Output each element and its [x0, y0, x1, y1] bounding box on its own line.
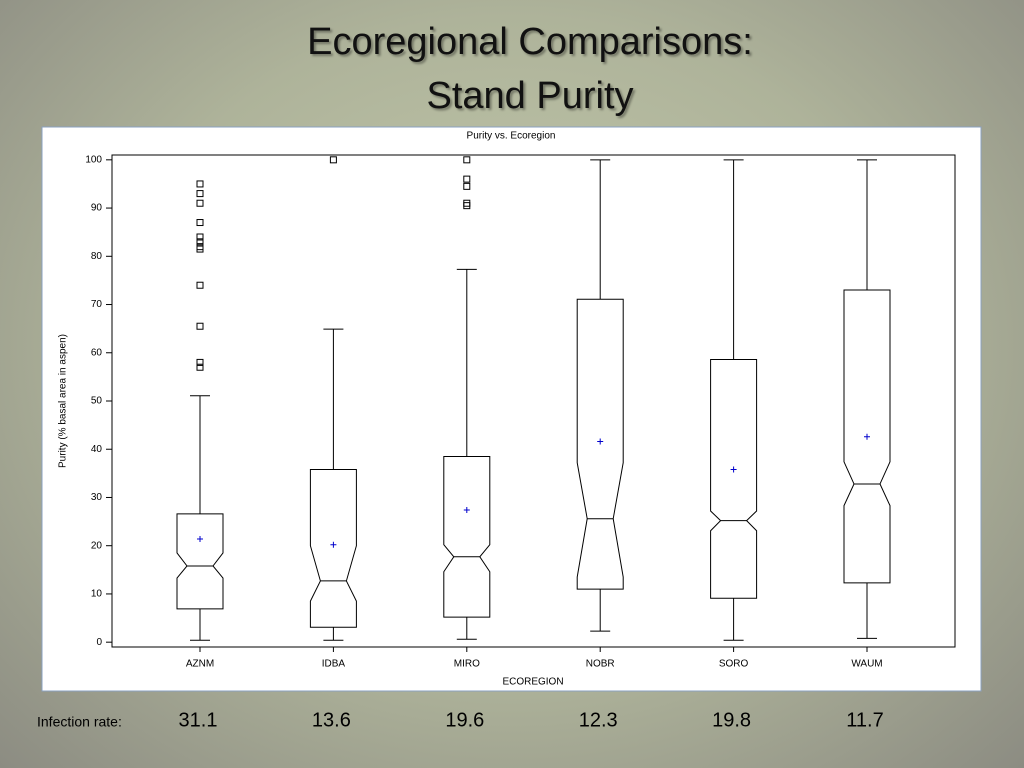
- y-tick-label: 0: [96, 637, 102, 648]
- outlier: [463, 202, 471, 210]
- y-tick-label: 20: [91, 540, 103, 551]
- outlier: [196, 358, 204, 366]
- outlier: [196, 238, 204, 246]
- outlier: [196, 363, 204, 371]
- x-tick-label: AZNM: [186, 659, 214, 670]
- x-axis-label: ECOREGION: [502, 677, 563, 688]
- outlier: [196, 199, 204, 207]
- outlier: [196, 190, 204, 198]
- x-tick-label: IDBA: [322, 659, 346, 670]
- slide-title: Ecoregional Comparisons:: [307, 21, 753, 63]
- box: [843, 289, 891, 584]
- outlier: [196, 281, 204, 289]
- infection-label: Infection rate:: [37, 714, 122, 730]
- box: [309, 468, 357, 628]
- outlier: [329, 156, 337, 164]
- y-tick-label: 10: [91, 589, 103, 600]
- outlier: [463, 156, 471, 164]
- box: [176, 513, 224, 610]
- mean: [463, 507, 470, 514]
- slide-title: Stand Purity: [427, 75, 634, 117]
- outlier: [196, 219, 204, 227]
- y-tick-label: 90: [91, 203, 103, 214]
- x-tick-label: SORO: [719, 659, 749, 670]
- infection-rate: 13.6: [312, 709, 351, 731]
- infection-rate: 31.1: [179, 709, 218, 731]
- chart-frame: [41, 126, 982, 692]
- box: [576, 298, 624, 590]
- outlier: [463, 175, 471, 183]
- mean: [597, 438, 604, 445]
- y-axis-label: Purity (% basal area in aspen): [58, 334, 69, 468]
- infection-rate: 19.8: [712, 709, 751, 731]
- mean: [330, 541, 337, 548]
- outlier: [196, 233, 204, 241]
- x-tick-label: WAUM: [851, 659, 882, 670]
- mean: [730, 466, 737, 473]
- box: [710, 359, 758, 599]
- infection-rate: 11.7: [846, 709, 883, 731]
- mean: [197, 535, 203, 542]
- outlier: [196, 322, 204, 330]
- y-tick-label: 40: [91, 444, 103, 455]
- box: [443, 455, 491, 618]
- outlier: [463, 182, 471, 190]
- outlier: [196, 180, 204, 188]
- y-tick-label: 80: [91, 251, 103, 262]
- x-tick-label: NOBR: [586, 659, 615, 670]
- chart-title: Purity vs. Ecoregion: [467, 131, 556, 142]
- y-tick-label: 30: [91, 492, 103, 503]
- x-tick-label: MIRO: [454, 659, 480, 670]
- mean: [864, 433, 870, 440]
- infection-rate: 19.6: [445, 709, 484, 731]
- y-tick-label: 100: [85, 154, 102, 165]
- y-tick-label: 60: [91, 347, 103, 358]
- y-tick-label: 50: [91, 396, 103, 407]
- outlier: [196, 245, 204, 253]
- infection-rate: 12.3: [579, 709, 618, 731]
- y-tick-label: 70: [91, 299, 103, 310]
